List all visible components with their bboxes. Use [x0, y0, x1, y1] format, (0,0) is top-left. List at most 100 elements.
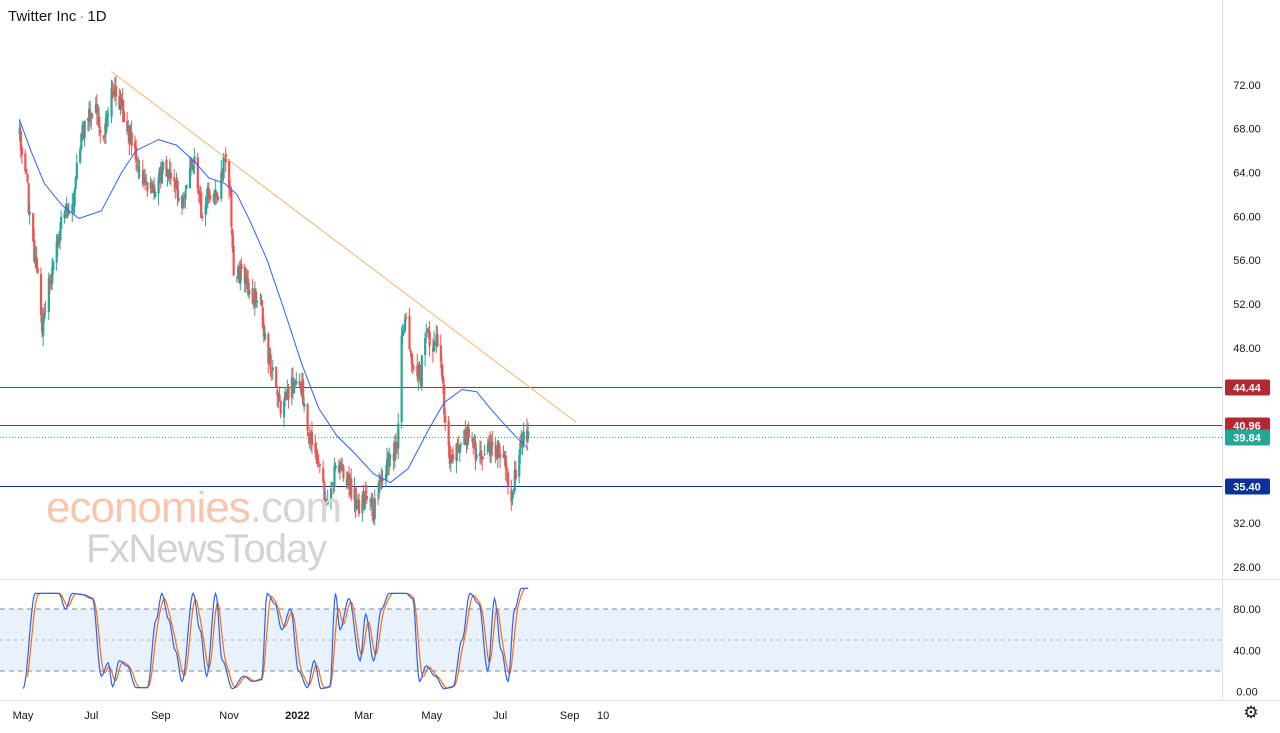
candle-body: [420, 355, 423, 388]
candle-body: [153, 184, 156, 194]
time-axis-tick: Jul: [493, 710, 507, 722]
candle-body: [378, 480, 381, 494]
candle-body: [353, 488, 356, 501]
candle-body: [371, 497, 374, 517]
candle-body: [114, 85, 118, 97]
candle-body: [204, 205, 207, 215]
candle-body: [135, 146, 138, 163]
candle-body: [98, 117, 101, 128]
candle-body: [463, 430, 466, 445]
candle-body: [162, 161, 165, 171]
candle-body: [168, 170, 171, 176]
candle-body: [349, 479, 352, 490]
interval-label[interactable]: 1D: [87, 8, 107, 25]
candle-body: [457, 447, 460, 452]
candle-body: [97, 114, 100, 116]
candle-body: [310, 431, 314, 446]
candle-body: [409, 350, 412, 352]
level-price-tag: [1225, 429, 1270, 446]
candle-body: [307, 433, 310, 436]
candle-body: [209, 194, 212, 200]
level-price-label: 44.44: [1233, 383, 1261, 395]
candle-body: [298, 380, 301, 385]
candle-body: [316, 457, 319, 464]
candle-body: [299, 384, 302, 392]
price-axis-tick: 72.00: [1233, 80, 1261, 92]
candle-body: [389, 455, 392, 457]
descending-trend-line: [111, 71, 577, 423]
candle-body: [303, 403, 306, 407]
candle-body: [130, 132, 133, 146]
candle-body: [118, 96, 121, 110]
candle-body: [150, 184, 153, 193]
candle-body: [452, 454, 455, 460]
candle-body: [271, 367, 274, 371]
candle-body: [74, 177, 77, 189]
candle-body: [72, 203, 75, 205]
candle-body: [511, 496, 514, 500]
candle-body: [183, 198, 186, 200]
candle-body: [394, 441, 398, 448]
level-price-label: 35.40: [1233, 482, 1261, 494]
candle-body: [238, 267, 241, 283]
candle-body: [169, 172, 173, 179]
candle-body: [377, 495, 380, 497]
candle-body: [456, 445, 459, 450]
stoch-k-line: [22, 587, 529, 690]
candle-body: [286, 389, 289, 397]
chart-title[interactable]: Twitter Inc · 1D: [8, 8, 107, 25]
candle-body: [188, 167, 192, 189]
candle-body: [73, 189, 76, 207]
candle-body: [440, 363, 444, 377]
candle-body: [27, 183, 30, 214]
candle-body: [478, 452, 482, 456]
candle-body: [126, 121, 129, 132]
candle-body: [103, 134, 106, 137]
candle-body: [107, 114, 110, 116]
candle-body: [191, 159, 194, 168]
candle-body: [67, 210, 71, 215]
candle-body: [342, 465, 345, 479]
candle-body: [200, 192, 203, 218]
candle-body: [345, 478, 348, 486]
candle-body: [165, 159, 168, 177]
candle-body: [243, 266, 246, 284]
candle-body: [471, 439, 474, 441]
candle-body: [79, 149, 82, 163]
candle-body: [350, 478, 353, 499]
candle-body: [201, 215, 204, 219]
candle-body: [28, 212, 31, 215]
candle-body: [144, 176, 147, 182]
candle-body: [466, 425, 469, 446]
candle-body: [239, 265, 242, 284]
candle-body: [190, 159, 193, 166]
candle-body: [197, 190, 201, 195]
candle-body: [26, 173, 29, 182]
candle-body: [75, 162, 78, 179]
candle-body: [480, 450, 483, 460]
candle-body: [251, 288, 254, 303]
candle-body: [166, 169, 169, 175]
settings-gear-icon[interactable]: ⚙: [1243, 703, 1259, 722]
candle-body: [443, 384, 446, 415]
candle-body: [106, 113, 109, 121]
candle-body: [104, 117, 108, 135]
candle-body: [431, 347, 435, 352]
candle-body: [207, 189, 211, 196]
candle-body: [232, 245, 235, 276]
candle-body: [290, 377, 293, 398]
candle-body: [94, 104, 97, 113]
candle-body: [318, 463, 321, 466]
candle-body: [317, 461, 320, 464]
candle-body: [448, 445, 451, 464]
candle-body: [405, 317, 408, 319]
candle-body: [196, 157, 199, 190]
candle-body: [50, 280, 53, 283]
candle-body: [403, 318, 407, 331]
candle-body: [141, 170, 145, 185]
candle-body: [284, 391, 287, 401]
candle-body: [58, 230, 62, 242]
time-axis-tick: 10: [597, 710, 609, 722]
